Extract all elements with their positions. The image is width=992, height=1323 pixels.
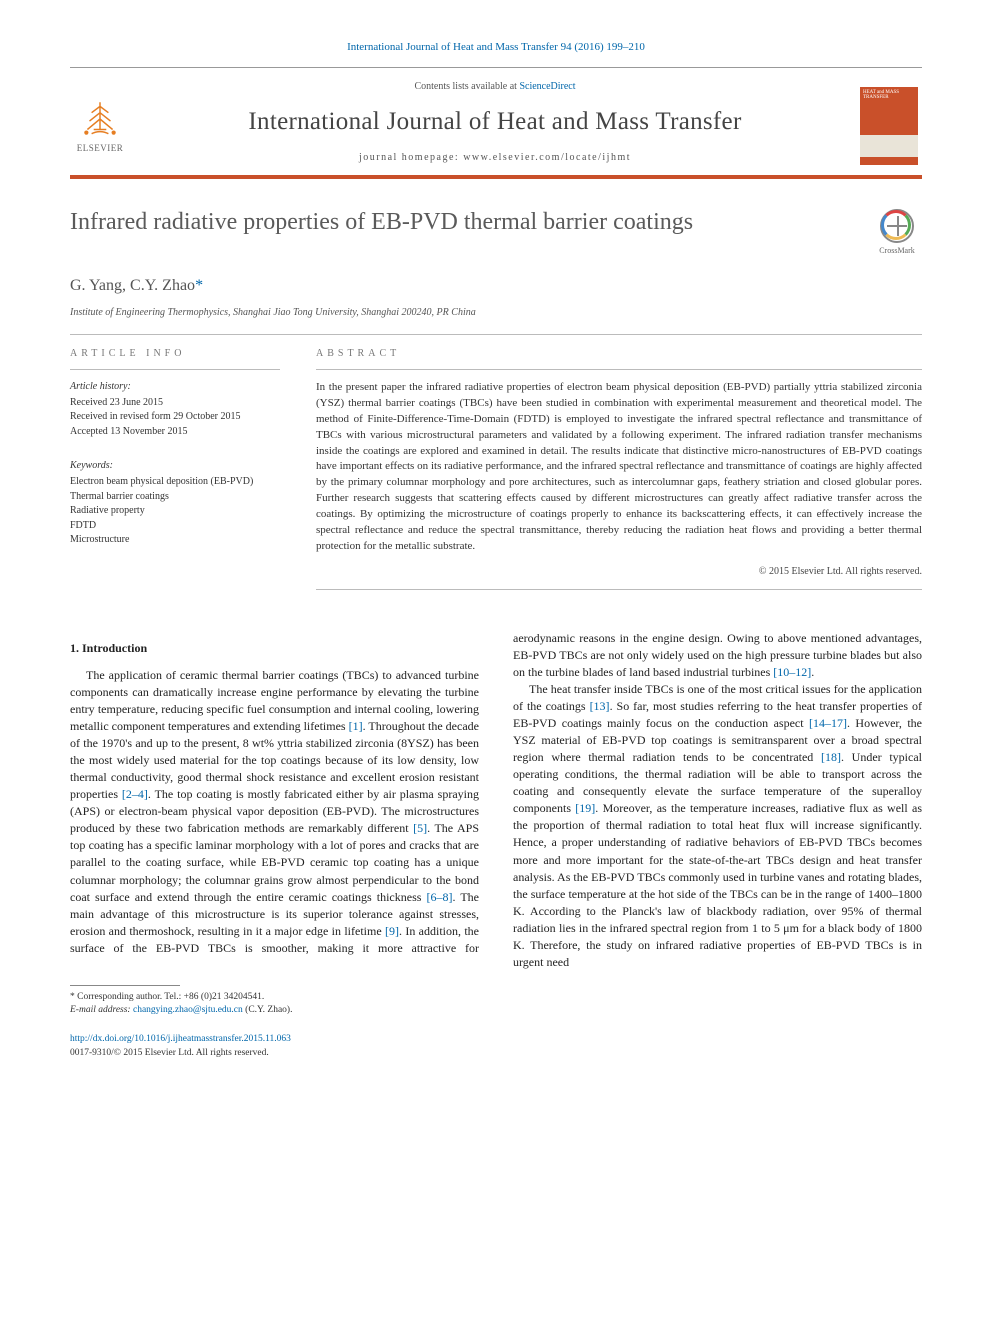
journal-name: International Journal of Heat and Mass T… [142,104,848,139]
keyword: FDTD [70,519,280,534]
corresponding-mark: * [195,277,203,294]
authors: G. Yang, C.Y. Zhao* [70,275,922,297]
contents-available: Contents lists available at ScienceDirec… [142,80,848,94]
article-title: Infrared radiative properties of EB-PVD … [70,207,858,238]
keywords-label: Keywords: [70,459,280,473]
corresponding-footnote: * Corresponding author. Tel.: +86 (0)21 … [70,991,922,1018]
citation-link[interactable]: [10–12] [773,665,811,679]
citation-link[interactable]: [9] [385,924,399,938]
journal-cover-thumb: HEAT and MASS TRANSFER [860,87,918,165]
history-label: Article history: [70,380,280,394]
elsevier-logo: ELSEVIER [70,91,130,161]
keyword: Thermal barrier coatings [70,490,280,505]
history-accepted: Accepted 13 November 2015 [70,425,280,440]
page-footer: http://dx.doi.org/10.1016/j.ijheatmasstr… [70,1033,922,1060]
citation-header: International Journal of Heat and Mass T… [70,40,922,55]
citation-link[interactable]: [6–8] [426,890,452,904]
keyword: Radiative property [70,504,280,519]
keyword: Microstructure [70,533,280,548]
abstract-copyright: © 2015 Elsevier Ltd. All rights reserved… [316,565,922,579]
paragraph: The heat transfer inside TBCs is one of … [513,681,922,971]
history-revised: Received in revised form 29 October 2015 [70,410,280,425]
body-columns: 1. Introduction The application of ceram… [70,630,922,971]
email-link[interactable]: changying.zhao@sjtu.edu.cn [133,1005,243,1015]
crossmark-button[interactable]: CrossMark [872,207,922,257]
citation-link[interactable]: [14–17] [809,716,847,730]
crossmark-icon [880,209,914,243]
divider [70,334,922,335]
citation-link[interactable]: [1] [349,719,363,733]
citation-link[interactable]: [19] [575,801,595,815]
citation-link[interactable]: [2–4] [122,787,148,801]
affiliation: Institute of Engineering Thermophysics, … [70,306,922,320]
abstract-text: In the present paper the infrared radiat… [316,380,922,555]
elsevier-wordmark: ELSEVIER [77,142,124,155]
citation-link[interactable]: [18] [821,750,841,764]
journal-homepage: journal homepage: www.elsevier.com/locat… [142,151,848,165]
history-received: Received 23 June 2015 [70,396,280,411]
article-info-heading: article info [70,347,280,361]
citation-link[interactable]: [13] [590,699,610,713]
section-heading: 1. Introduction [70,640,479,657]
keyword: Electron beam physical deposition (EB-PV… [70,475,280,490]
citation-link[interactable]: [5] [413,821,427,835]
sciencedirect-link[interactable]: ScienceDirect [519,81,575,92]
journal-header: ELSEVIER Contents lists available at Sci… [70,67,922,179]
abstract-heading: abstract [316,347,922,361]
footnote-rule [70,985,180,986]
issn-line: 0017-9310/© 2015 Elsevier Ltd. All right… [70,1047,922,1060]
doi-link[interactable]: http://dx.doi.org/10.1016/j.ijheatmasstr… [70,1034,291,1044]
